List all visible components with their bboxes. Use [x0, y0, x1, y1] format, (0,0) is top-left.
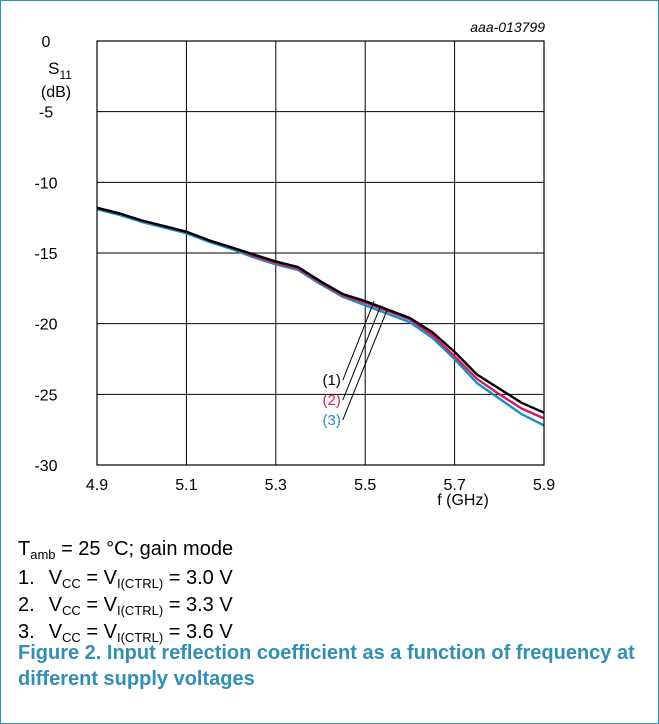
x-tick-labels: 4.9 5.1 5.3 5.5 5.7 5.9: [86, 477, 555, 494]
y-tick-label: -5: [39, 105, 53, 122]
series-label-3: (3): [323, 412, 341, 429]
x-tick-label: 5.5: [354, 477, 376, 494]
temperature-symbol: T: [18, 538, 31, 560]
y-axis-label: S11: [48, 59, 72, 82]
voltage-value: = 3.0 V: [163, 567, 233, 589]
vcc-symbol: V: [48, 567, 63, 589]
vcc-subscript: CC: [62, 576, 81, 591]
y-tick-label: 0: [42, 34, 51, 51]
voltage-value: = 3.3 V: [163, 594, 233, 616]
vctrl-subscript: I(CTRL): [116, 603, 164, 618]
x-tick-label: 5.9: [533, 477, 555, 494]
vctrl-symbol: = V: [80, 594, 117, 616]
vctrl-subscript: I(CTRL): [116, 630, 164, 645]
vctrl-subscript: I(CTRL): [116, 576, 164, 591]
y-tick-label: -30: [34, 458, 57, 475]
series-line-1: [96, 206, 545, 414]
vctrl-symbol: = V: [80, 621, 117, 643]
callout-leader-2: [342, 305, 382, 401]
grid: [96, 40, 545, 466]
x-axis-label: f (GHz): [437, 492, 489, 509]
y-axis-label-sub: 11: [59, 68, 72, 82]
series-line-2: [96, 206, 545, 420]
vcc-subscript: CC: [62, 603, 81, 618]
plot-border: [96, 40, 545, 466]
callout-leader-3: [342, 308, 389, 420]
series-layer: [96, 206, 545, 427]
figure-id: aaa-013799: [470, 19, 545, 35]
x-tick-label: 5.1: [175, 477, 197, 494]
series-label-1: (1): [323, 372, 341, 389]
condition-number: 3.: [18, 621, 35, 643]
chart: 0 -5 -10 -15 -20 -25 -30 4.9 5.1 5.3 5.5 5.7 5.9 (1…: [34, 19, 555, 509]
vcc-symbol: V: [48, 621, 63, 643]
series-callouts: (1) (2) (3): [323, 300, 389, 429]
figure-caption: Figure 2. Input reflection coefficient a…: [18, 642, 635, 690]
condition-temperature: Tamb = 25 °C; gain mode: [18, 537, 233, 561]
condition-number: 2.: [18, 594, 35, 616]
condition-item: 3. VCC = VI(CTRL) = 3.6 V: [18, 620, 233, 644]
voltage-value: = 3.6 V: [163, 621, 233, 643]
x-tick-label: 5.3: [265, 477, 287, 494]
condition-number: 1.: [18, 567, 35, 589]
x-tick-label: 5.7: [443, 477, 465, 494]
condition-item: 1. VCC = VI(CTRL) = 3.0 V: [18, 566, 233, 590]
temperature-subscript: amb: [30, 547, 56, 562]
series-line-3: [96, 208, 545, 427]
x-tick-label: 4.9: [86, 477, 108, 494]
y-axis-label-main: S: [48, 59, 59, 78]
y-tick-labels: 0 -5 -10 -15 -20 -25 -30: [34, 34, 57, 475]
y-tick-label: -15: [34, 246, 57, 263]
temperature-value: = 25 °C; gain mode: [55, 538, 234, 560]
y-tick-label: -10: [34, 175, 57, 192]
y-tick-label: -25: [34, 387, 57, 404]
callout-leader-1: [342, 300, 375, 381]
condition-item: 2. VCC = VI(CTRL) = 3.3 V: [18, 593, 233, 617]
y-axis-unit: (dB): [41, 84, 71, 101]
vcc-subscript: CC: [62, 630, 81, 645]
vcc-symbol: V: [48, 594, 63, 616]
vctrl-symbol: = V: [80, 567, 117, 589]
series-label-2: (2): [323, 392, 341, 409]
y-tick-label: -20: [34, 317, 57, 334]
